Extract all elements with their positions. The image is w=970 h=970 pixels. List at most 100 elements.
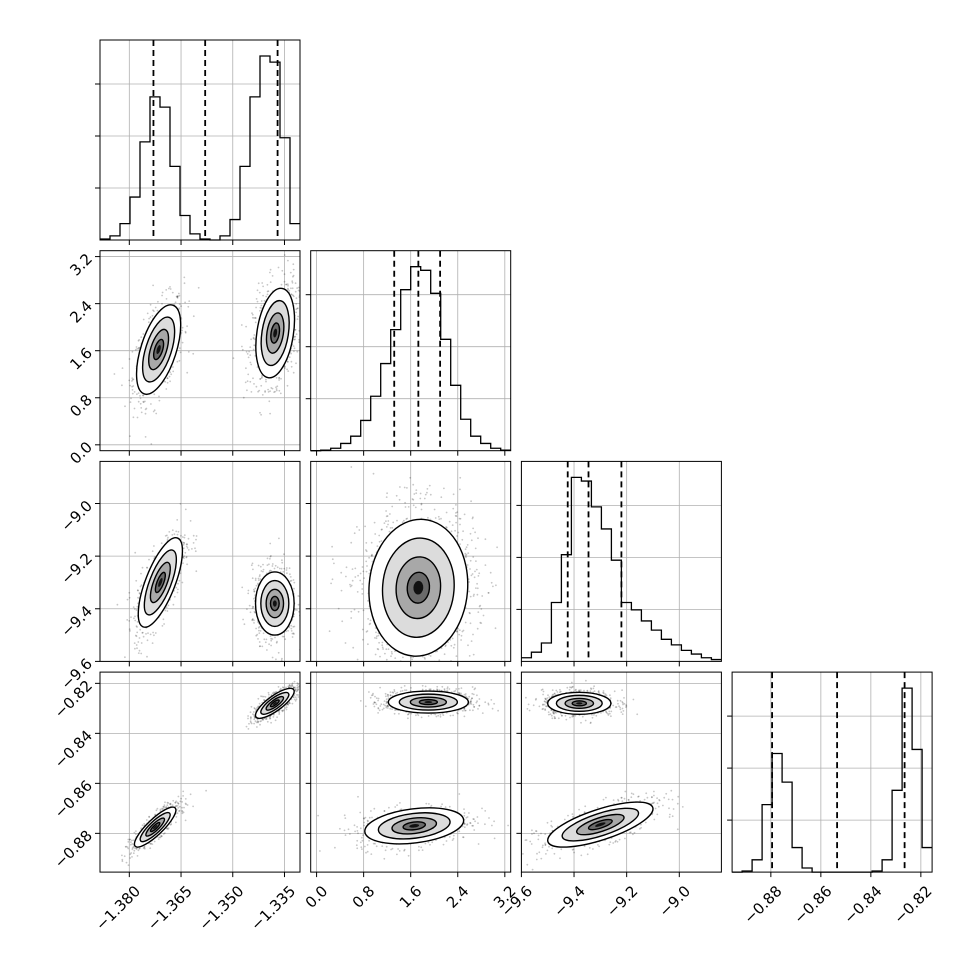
sample-point: [247, 728, 250, 730]
sample-point: [444, 664, 446, 666]
sample-point: [251, 577, 254, 580]
sample-point: [256, 289, 259, 292]
sample-point: [259, 378, 261, 380]
sample-point: [136, 847, 138, 850]
joint-panel-2-1: [305, 460, 512, 671]
sample-point: [131, 385, 134, 388]
sample-point: [188, 300, 191, 302]
sample-point: [422, 669, 424, 671]
sample-point: [161, 291, 164, 294]
sample-point: [257, 720, 259, 723]
sample-point: [129, 435, 131, 437]
sample-point: [168, 287, 170, 290]
sample-point: [287, 259, 289, 262]
sample-point: [139, 402, 142, 405]
sample-point: [275, 389, 278, 392]
sample-point: [168, 375, 171, 378]
sample-point: [277, 651, 280, 654]
sample-point: [151, 843, 154, 845]
sample-point: [256, 726, 258, 728]
sample-point: [127, 838, 130, 841]
sample-point: [194, 550, 197, 553]
sample-point: [270, 639, 273, 642]
sample-point: [275, 658, 277, 661]
panel-frame: [99, 671, 301, 873]
sample-point: [292, 263, 295, 266]
sample-point: [132, 416, 135, 419]
sample-point: [184, 819, 187, 822]
sample-point: [177, 530, 180, 533]
sample-point: [250, 716, 252, 719]
sample-point: [252, 568, 254, 571]
sample-point: [286, 384, 289, 387]
sample-point: [176, 805, 179, 807]
sample-point: [280, 567, 283, 570]
sample-point: [267, 290, 270, 292]
sample-point: [290, 287, 292, 290]
sample-point: [171, 529, 174, 532]
sample-point: [142, 394, 144, 397]
sample-point: [287, 704, 290, 706]
sample-point: [187, 537, 190, 540]
sample-point: [175, 530, 178, 533]
histogram-step-line: [521, 476, 722, 661]
joint-panel-2-0: [95, 460, 301, 667]
sample-point: [296, 690, 299, 692]
sample-point: [141, 824, 144, 827]
sample-point: [294, 688, 297, 690]
sample-point: [162, 618, 165, 621]
sample-point: [258, 575, 261, 578]
sample-point: [245, 725, 248, 728]
sample-point: [163, 806, 166, 808]
sample-point: [250, 363, 253, 366]
sample-point: [116, 603, 119, 606]
sample-point: [301, 305, 303, 307]
sample-point: [288, 626, 291, 629]
sample-point: [130, 397, 132, 400]
sample-point: [183, 806, 185, 809]
sample-point: [269, 635, 272, 637]
sample-point: [159, 809, 162, 812]
sample-point: [282, 687, 285, 689]
sample-point: [176, 533, 179, 536]
sample-point: [265, 718, 268, 720]
sample-point: [159, 836, 162, 839]
sample-point: [162, 808, 165, 810]
panel-frame: [520, 460, 722, 662]
sample-point: [266, 557, 269, 560]
sample-point: [296, 287, 298, 289]
sample-point: [345, 575, 347, 578]
sample-point: [387, 648, 390, 650]
sample-point: [154, 632, 157, 634]
sample-point: [438, 659, 441, 662]
sample-point: [285, 686, 287, 689]
sample-point: [166, 538, 169, 541]
sample-point: [129, 401, 132, 403]
sample-point: [136, 589, 139, 592]
sample-point: [257, 721, 259, 724]
sample-point: [172, 370, 175, 373]
sample-point: [128, 838, 131, 841]
sample-point: [412, 483, 415, 486]
sample-point: [460, 639, 462, 641]
sample-point: [175, 821, 177, 824]
sample-point: [176, 295, 179, 298]
sample-point: [289, 702, 291, 705]
sample-point: [254, 587, 257, 590]
sample-point: [258, 389, 261, 392]
sample-point: [152, 309, 154, 312]
sample-point: [260, 413, 262, 416]
sample-point: [296, 609, 298, 611]
sample-point: [137, 849, 140, 852]
sample-point: [149, 303, 152, 306]
sample-point: [176, 360, 179, 363]
sample-point: [137, 652, 140, 654]
sample-point: [136, 855, 139, 857]
sample-point: [143, 822, 146, 825]
sample-point: [254, 611, 256, 614]
sample-point: [252, 336, 255, 339]
sample-point: [133, 642, 136, 644]
sample-point: [294, 338, 296, 341]
sample-point: [187, 351, 190, 353]
